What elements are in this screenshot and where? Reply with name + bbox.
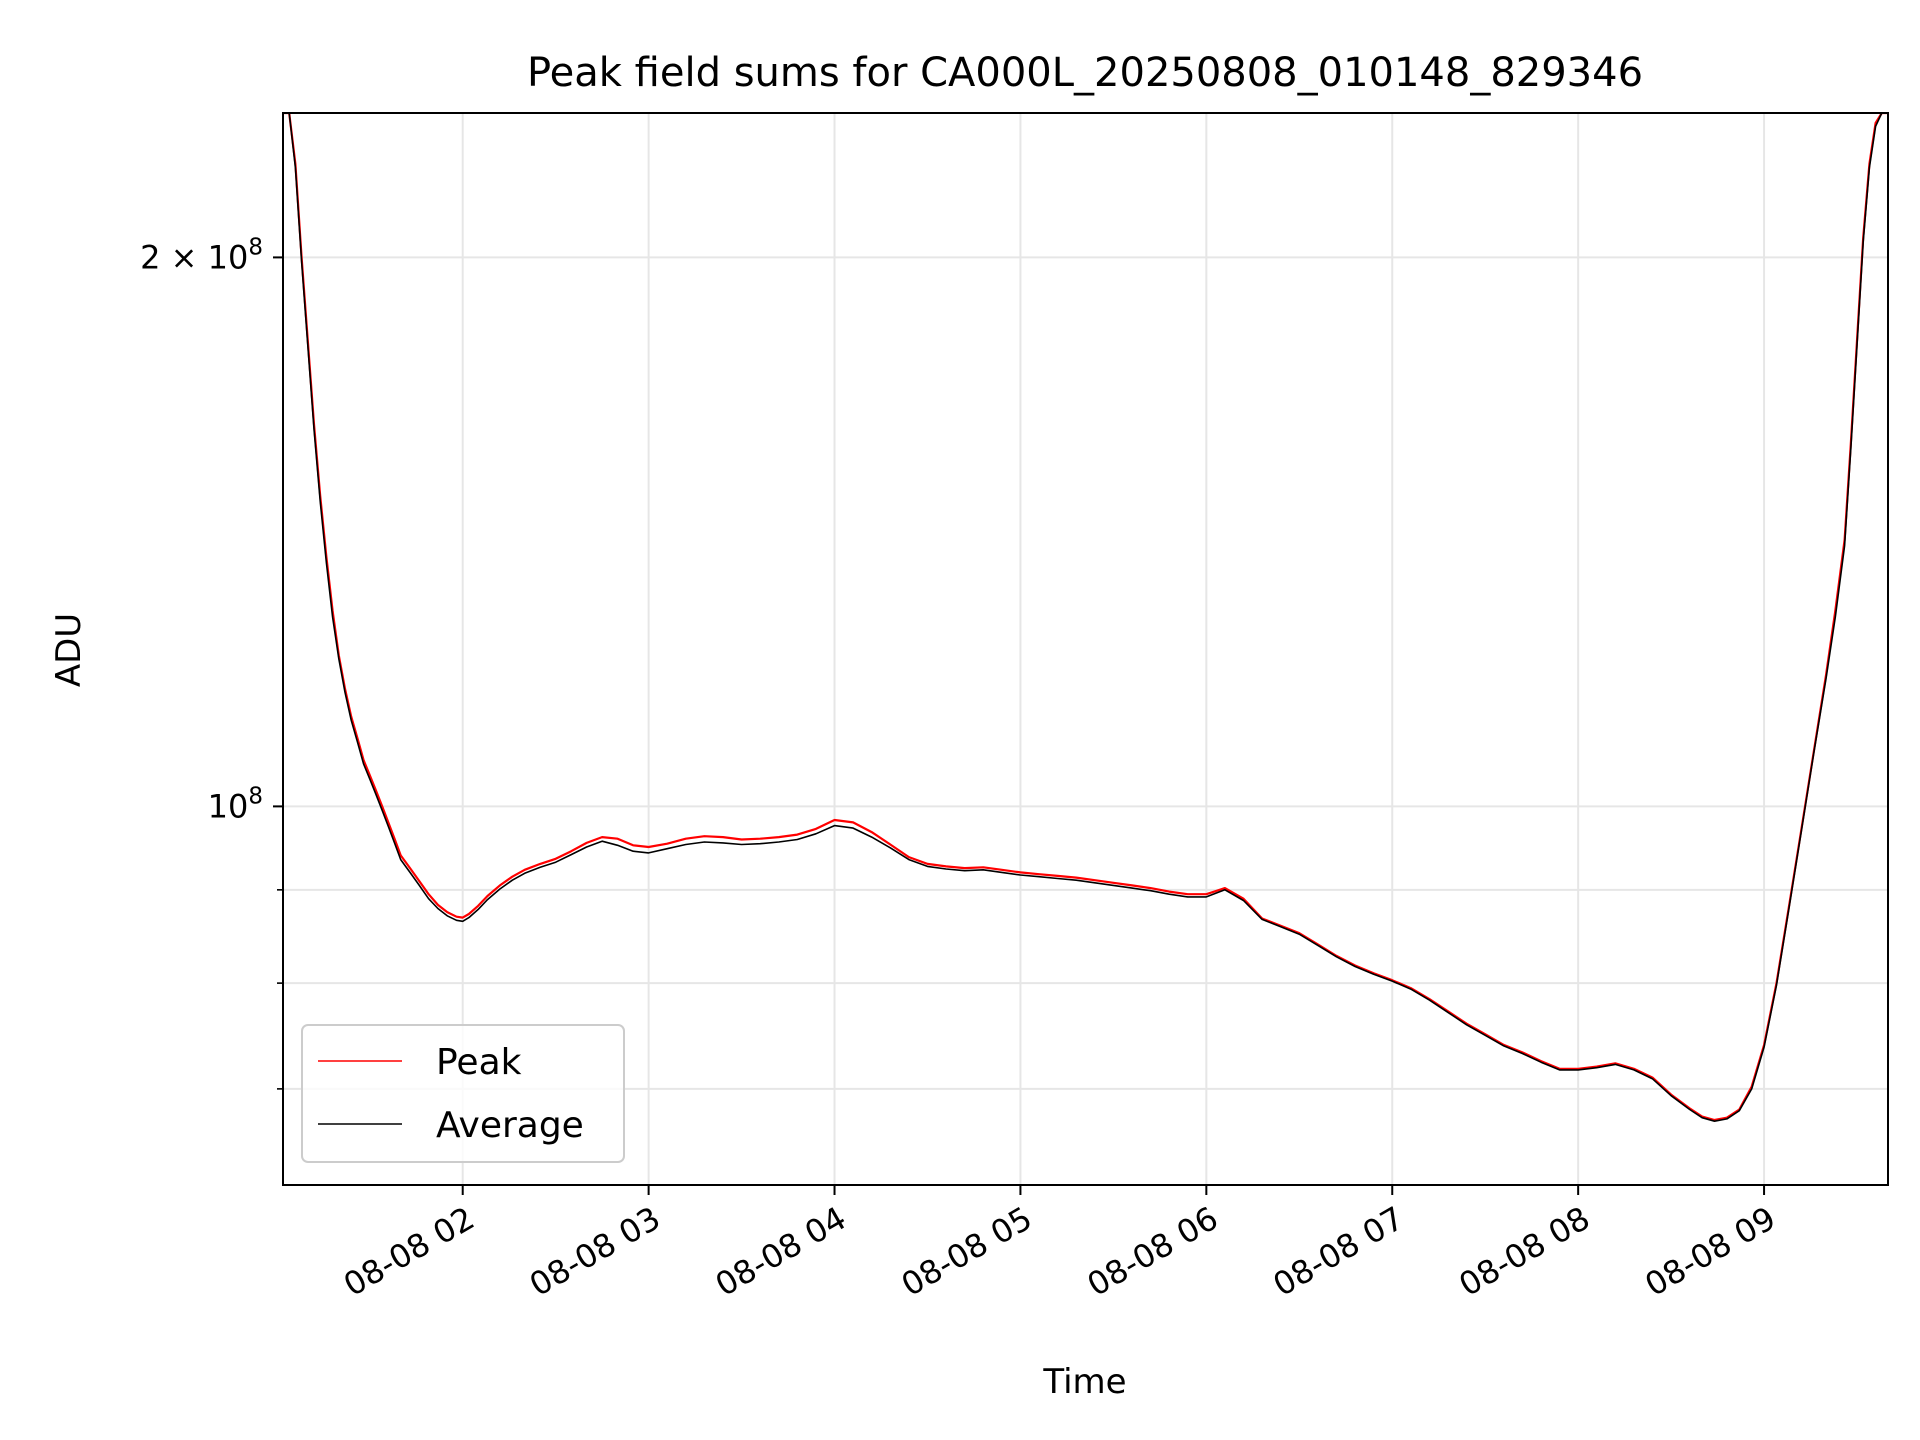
legend-average-label: Average (436, 1105, 584, 1146)
series-line-peak (283, 113, 1888, 1122)
legend: Peak Average (301, 1024, 625, 1163)
plot-area (282, 112, 1889, 1186)
y-axis: 108 2 × 108 (140, 234, 283, 1090)
y-tick-label: 2 × 108 (140, 234, 263, 276)
x-axis-label: Time (1042, 1362, 1126, 1402)
legend-box (301, 1024, 625, 1163)
y-tick-label: 108 (208, 783, 263, 825)
legend-peak-label: Peak (436, 1042, 522, 1083)
y-axis-label: ADU (49, 613, 89, 687)
plot-lines (283, 113, 1888, 1122)
chart-title: Peak field sums for CA000L_20250808_0101… (527, 50, 1643, 96)
series-line-average (283, 113, 1888, 1122)
